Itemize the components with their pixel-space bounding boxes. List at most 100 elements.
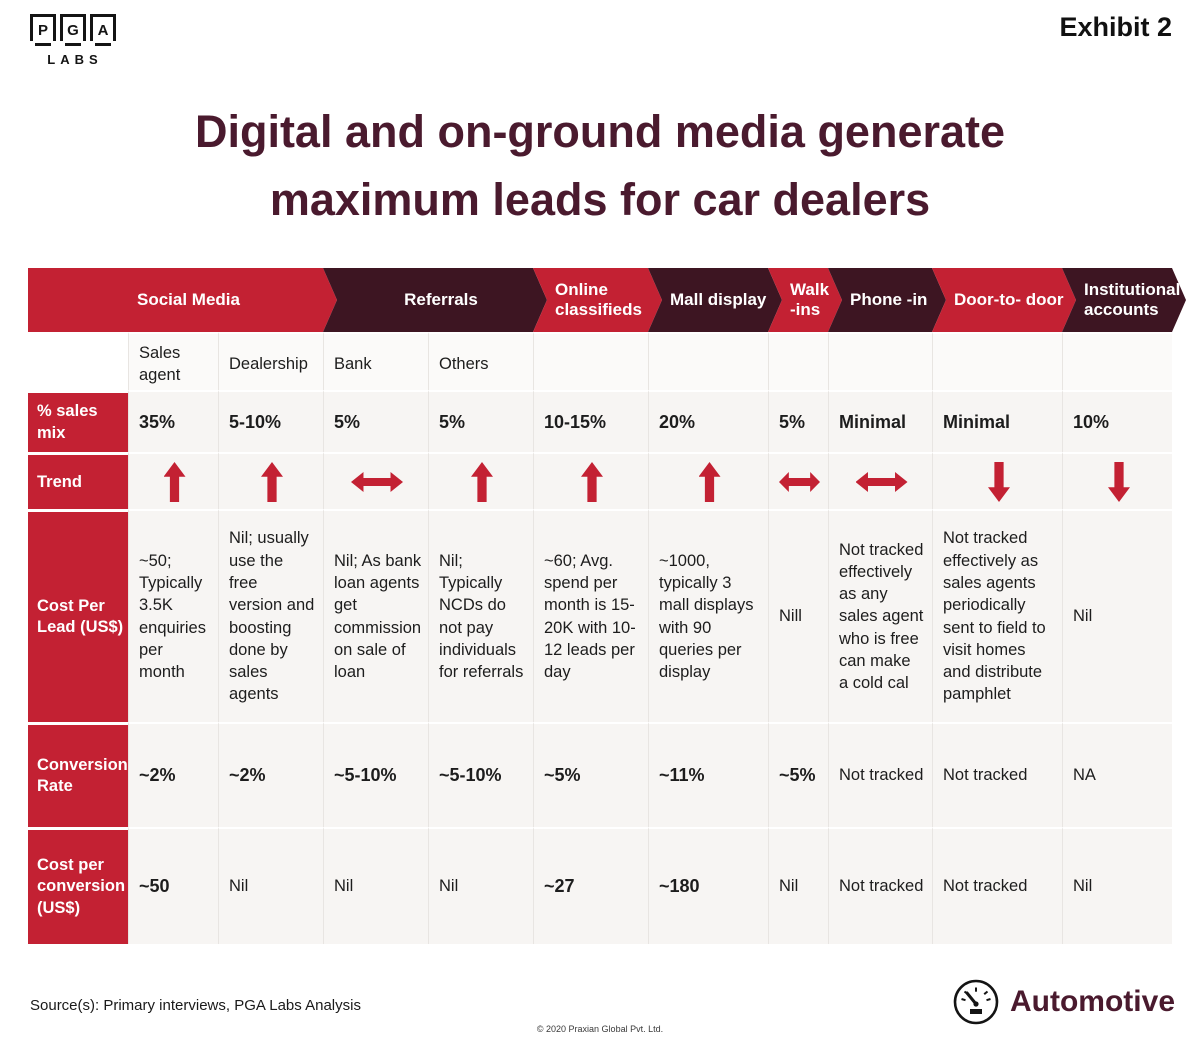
row-label-trend: Trend — [28, 452, 128, 510]
cell-cost-per-conversion: Not tracked — [828, 827, 932, 944]
cell-conversion-rate: ~5-10% — [323, 722, 428, 827]
subheader-empty — [1062, 332, 1172, 395]
cell-conversion-rate: ~11% — [648, 722, 768, 827]
subheader-empty — [828, 332, 932, 395]
cell-cost-per-lead: Nill — [768, 509, 828, 722]
row-label-cost-per-lead: Cost Per Lead (US$) — [28, 509, 128, 722]
cell-sales-mix: 10-15% — [533, 390, 648, 452]
cell-sales-mix: Minimal — [932, 390, 1062, 452]
cell-cost-per-lead: Nil; usually use the free version and bo… — [218, 509, 323, 722]
cell-cost-per-conversion: Nil — [1062, 827, 1172, 944]
trend-up-arrow-icon — [698, 462, 721, 502]
channel-mall-display: Mall display — [648, 268, 782, 332]
cell-cost-per-conversion: Nil — [323, 827, 428, 944]
subheader-empty — [533, 332, 648, 395]
cell-cost-per-lead: ~1000, typically 3 mall displays with 90… — [648, 509, 768, 722]
speedometer-gauge-icon — [953, 979, 999, 1025]
row-label-conversion-rate: Conversion Rate — [28, 722, 128, 827]
source-note: Source(s): Primary interviews, PGA Labs … — [30, 997, 361, 1014]
cell-conversion-rate: ~5% — [533, 722, 648, 827]
cell-trend — [428, 452, 533, 510]
cell-cost-per-lead: ~50; Typically 3.5K enquiries per month — [128, 509, 218, 722]
trend-up-arrow-icon — [581, 462, 603, 502]
channel-referrals: Referrals — [323, 268, 547, 332]
trend-stable-arrow-icon — [855, 472, 908, 492]
pga-labs-logo: P G A LABS — [29, 14, 120, 67]
cell-cost-per-lead: ~60; Avg. spend per month is 15-20K with… — [533, 509, 648, 722]
trend-stable-arrow-icon — [351, 472, 403, 492]
cost-per-lead-row: Cost Per Lead (US$) ~50; Typically 3.5K … — [28, 509, 1172, 722]
cell-trend — [768, 452, 828, 510]
cell-cost-per-conversion: ~27 — [533, 827, 648, 944]
copyright-note: © 2020 Praxian Global Pvt. Ltd. — [536, 1024, 664, 1034]
page-title-line1: Digital and on-ground media generate — [194, 106, 1006, 157]
channel-label: Door-to- door — [954, 290, 1064, 310]
channel-phone-in: Phone -in — [828, 268, 946, 332]
channel-label: Social Media — [137, 290, 240, 310]
cell-conversion-rate: ~2% — [218, 722, 323, 827]
trend-row: Trend — [28, 452, 1172, 510]
cell-trend — [828, 452, 932, 510]
channel-label: Institutional accounts — [1084, 280, 1181, 319]
cell-sales-mix: 35% — [128, 390, 218, 452]
logo-letter-box: G — [59, 14, 87, 47]
leads-table: Social Media Referrals Online classified… — [28, 268, 1172, 944]
cell-trend — [128, 452, 218, 510]
cell-trend — [323, 452, 428, 510]
subheader-dealership: Dealership — [218, 332, 323, 395]
cell-sales-mix: 5% — [768, 390, 828, 452]
cell-cost-per-conversion: Nil — [428, 827, 533, 944]
trend-down-arrow-icon — [988, 462, 1010, 502]
subheader-spacer — [28, 332, 128, 395]
vertical-badge-label: Automotive — [1010, 985, 1175, 1018]
channel-social-media: Social Media — [28, 268, 337, 332]
cell-cost-per-conversion: Not tracked — [932, 827, 1062, 944]
vertical-badge: Automotive — [952, 978, 1175, 1026]
cell-trend — [533, 452, 648, 510]
cell-cost-per-conversion: ~180 — [648, 827, 768, 944]
subheader-others: Others — [428, 332, 533, 395]
cell-conversion-rate: ~5-10% — [428, 722, 533, 827]
row-label-cost-per-conversion: Cost per conversion (US$) — [28, 827, 128, 944]
channel-label: Phone -in — [850, 290, 928, 310]
channel-label: Online classifieds — [555, 280, 642, 319]
channel-online-classifieds: Online classifieds — [533, 268, 662, 332]
cell-cost-per-lead: Not tracked effectively as sales agents … — [932, 509, 1062, 722]
channel-label: Walk -ins — [790, 280, 830, 319]
logo-letter: P — [37, 21, 48, 39]
cell-cost-per-lead: Nil — [1062, 509, 1172, 722]
cell-sales-mix: 20% — [648, 390, 768, 452]
cell-cost-per-lead: Nil; Typically NCDs do not pay individua… — [428, 509, 533, 722]
cell-trend — [218, 452, 323, 510]
cell-conversion-rate: ~5% — [768, 722, 828, 827]
channel-door-to-door: Door-to- door — [932, 268, 1076, 332]
logo-letter: A — [97, 21, 109, 39]
logo-letter: G — [67, 21, 79, 39]
subheader-row: Sales agent Dealership Bank Others — [28, 332, 1172, 395]
page-title: Digital and on-ground media generate max… — [0, 98, 1200, 235]
exhibit-label: Exhibit 2 — [1059, 12, 1172, 42]
cell-cost-per-conversion: Nil — [218, 827, 323, 944]
subheader-empty — [932, 332, 1062, 395]
channel-institutional-accounts: Institutional accounts — [1062, 268, 1186, 332]
cell-sales-mix: 5% — [323, 390, 428, 452]
cell-cost-per-conversion: Nil — [768, 827, 828, 944]
logo-letter-box: A — [89, 14, 117, 47]
cell-conversion-rate: Not tracked — [828, 722, 932, 827]
logo-subtitle: LABS — [47, 52, 103, 67]
cell-sales-mix: Minimal — [828, 390, 932, 452]
channel-label: Referrals — [404, 290, 478, 310]
sales-mix-row: % sales mix 35% 5-10% 5% 5% 10-15% 20% 5… — [28, 390, 1172, 452]
cell-sales-mix: 10% — [1062, 390, 1172, 452]
pga-logo-letter-boxes: P G A — [29, 14, 120, 47]
cell-trend — [1062, 452, 1172, 510]
subheader-empty — [768, 332, 828, 395]
trend-up-arrow-icon — [261, 462, 283, 502]
cell-conversion-rate: NA — [1062, 722, 1172, 827]
trend-up-arrow-icon — [163, 462, 186, 502]
cell-cost-per-lead: Nil; As bank loan agents get commission … — [323, 509, 428, 722]
cell-trend — [648, 452, 768, 510]
cell-cost-per-lead: Not tracked effectively as any sales age… — [828, 509, 932, 722]
page-title-line2: maximum leads for car dealers — [269, 174, 931, 226]
